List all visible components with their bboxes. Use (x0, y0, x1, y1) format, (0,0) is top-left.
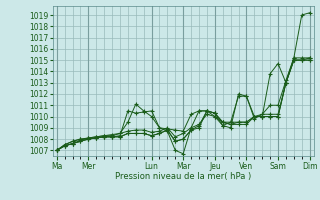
X-axis label: Pression niveau de la mer( hPa ): Pression niveau de la mer( hPa ) (115, 172, 251, 181)
